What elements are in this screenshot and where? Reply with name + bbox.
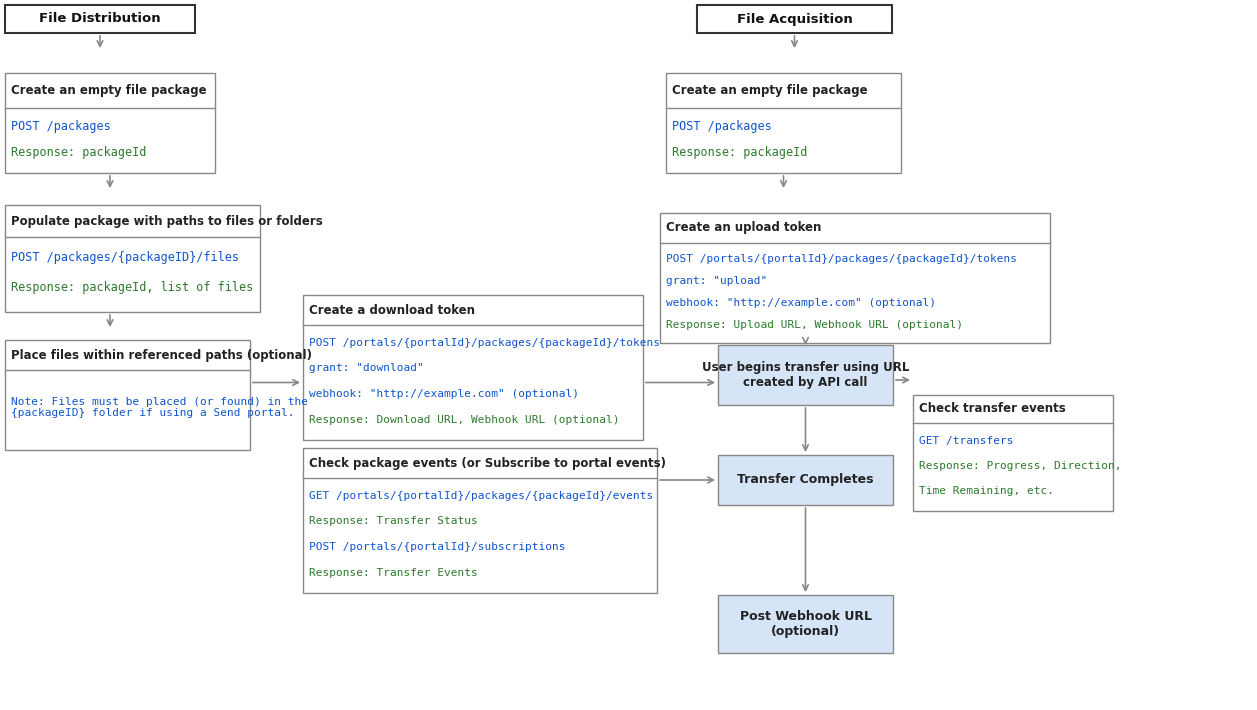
Bar xyxy=(696,5,892,33)
Text: Check package events (or Subscribe to portal events): Check package events (or Subscribe to po… xyxy=(309,457,666,469)
Text: GET /transfers: GET /transfers xyxy=(919,436,1013,446)
Text: Response: Upload URL, Webhook URL (optional): Response: Upload URL, Webhook URL (optio… xyxy=(666,320,963,330)
Bar xyxy=(660,213,1050,343)
Bar xyxy=(5,340,250,450)
Bar xyxy=(718,345,892,405)
Text: POST /packages/{packageID}/files: POST /packages/{packageID}/files xyxy=(11,251,239,265)
Bar xyxy=(718,455,892,505)
Text: Populate package with paths to files or folders: Populate package with paths to files or … xyxy=(11,214,323,227)
Text: grant: "upload": grant: "upload" xyxy=(666,275,767,286)
Text: POST /portals/{portalId}/subscriptions: POST /portals/{portalId}/subscriptions xyxy=(309,542,566,552)
Text: Response: packageId, list of files: Response: packageId, list of files xyxy=(11,281,253,295)
Bar xyxy=(303,295,644,440)
Text: webhook: "http://example.com" (optional): webhook: "http://example.com" (optional) xyxy=(666,298,936,308)
Text: Time Remaining, etc.: Time Remaining, etc. xyxy=(919,486,1055,496)
Bar xyxy=(718,595,892,653)
Bar xyxy=(5,73,215,173)
Text: Create a download token: Create a download token xyxy=(309,303,475,317)
Text: Response: Transfer Status: Response: Transfer Status xyxy=(309,516,478,526)
Text: Response: Download URL, Webhook URL (optional): Response: Download URL, Webhook URL (opt… xyxy=(309,415,620,425)
Bar xyxy=(913,395,1112,511)
Text: Response: packageId: Response: packageId xyxy=(672,146,807,159)
Text: Create an empty file package: Create an empty file package xyxy=(11,84,206,97)
Text: GET /portals/{portalId}/packages/{packageId}/events: GET /portals/{portalId}/packages/{packag… xyxy=(309,491,654,501)
Text: File Distribution: File Distribution xyxy=(39,13,161,26)
Text: Place files within referenced paths (optional): Place files within referenced paths (opt… xyxy=(11,349,312,361)
Text: Response: Progress, Direction,: Response: Progress, Direction, xyxy=(919,461,1121,471)
Text: User begins transfer using URL
created by API call: User begins transfer using URL created b… xyxy=(701,361,909,389)
Text: webhook: "http://example.com" (optional): webhook: "http://example.com" (optional) xyxy=(309,389,579,399)
Bar xyxy=(303,448,657,593)
Text: POST /portals/{portalId}/packages/{packageId}/tokens: POST /portals/{portalId}/packages/{packa… xyxy=(309,338,660,348)
Text: Create an empty file package: Create an empty file package xyxy=(672,84,867,97)
Bar xyxy=(5,205,260,312)
Text: Response: Transfer Events: Response: Transfer Events xyxy=(309,567,478,577)
Bar xyxy=(5,5,195,33)
Text: POST /packages: POST /packages xyxy=(672,120,772,133)
Text: POST /packages: POST /packages xyxy=(11,120,111,133)
Text: Note: Files must be placed (or found) in the
{packageID} folder if using a Send : Note: Files must be placed (or found) in… xyxy=(11,396,308,418)
Text: Create an upload token: Create an upload token xyxy=(666,222,821,234)
Bar xyxy=(666,73,901,173)
Text: Check transfer events: Check transfer events xyxy=(919,403,1066,415)
Text: File Acquisition: File Acquisition xyxy=(737,13,852,26)
Text: Transfer Completes: Transfer Completes xyxy=(738,474,874,486)
Text: grant: "download": grant: "download" xyxy=(309,364,424,373)
Text: Response: packageId: Response: packageId xyxy=(11,146,146,159)
Text: Post Webhook URL
(optional): Post Webhook URL (optional) xyxy=(739,610,871,638)
Text: POST /portals/{portalId}/packages/{packageId}/tokens: POST /portals/{portalId}/packages/{packa… xyxy=(666,253,1017,263)
